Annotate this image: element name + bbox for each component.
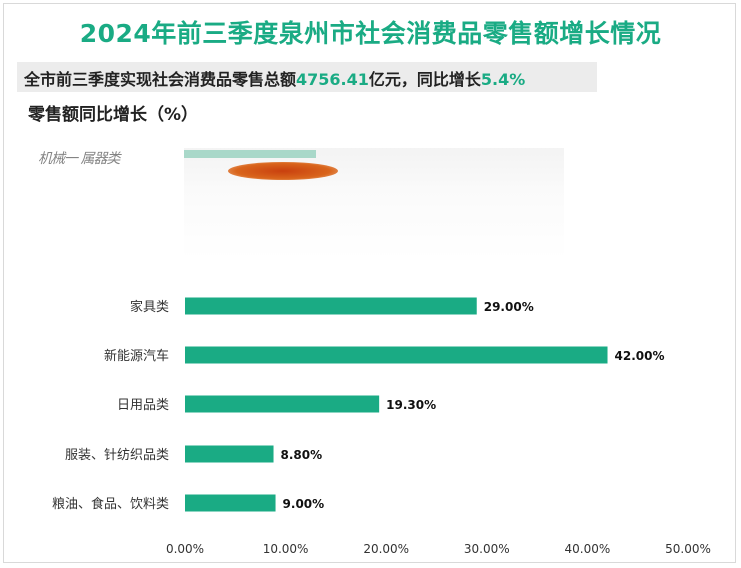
x-tick-label: 40.00% — [565, 542, 611, 556]
subtitle-box — [17, 62, 597, 92]
unit-label: 零售额同比增长（%） — [28, 105, 199, 125]
subtitle-total-value: 4756.41 — [296, 70, 369, 89]
bar — [185, 395, 380, 413]
x-tick-label: 0.00% — [166, 542, 204, 556]
category-label: 家具类 — [130, 299, 169, 315]
bar — [185, 346, 608, 364]
artifact-label: 机械一 属器类 — [38, 151, 120, 167]
bar — [185, 494, 276, 512]
subtitle-mid: 亿元，同比增长 — [368, 70, 481, 89]
data-label: 8.80% — [281, 448, 323, 462]
category-label: 日用品类 — [117, 398, 169, 413]
bar — [185, 297, 477, 315]
bar — [185, 445, 274, 463]
subtitle-prefix: 全市前三季度实现社会消费品零售总额 — [24, 70, 297, 89]
category-label: 服装、针纺织品类 — [65, 448, 169, 463]
data-label: 29.00% — [484, 300, 534, 314]
artifact-bar — [184, 150, 316, 158]
artifact-blob — [228, 162, 338, 180]
chart-frame — [3, 3, 736, 563]
x-tick-label: 50.00% — [665, 542, 711, 556]
category-label: 粮油、食品、饮料类 — [52, 496, 169, 512]
x-tick-label: 10.00% — [263, 542, 309, 556]
subtitle-growth-value: 5.4% — [480, 70, 526, 89]
data-label: 9.00% — [283, 497, 325, 511]
x-tick-label: 30.00% — [464, 542, 510, 556]
x-tick-label: 20.00% — [363, 542, 409, 556]
subtitle: 全市前三季度实现社会消费品零售总额4756.41亿元，同比增长5.4% — [24, 66, 525, 90]
chart-title: 2024年前三季度泉州市社会消费品零售额增长情况 — [79, 19, 662, 48]
data-label: 19.30% — [386, 398, 436, 412]
data-label: 42.00% — [615, 349, 665, 363]
category-label: 新能源汽车 — [104, 348, 169, 364]
